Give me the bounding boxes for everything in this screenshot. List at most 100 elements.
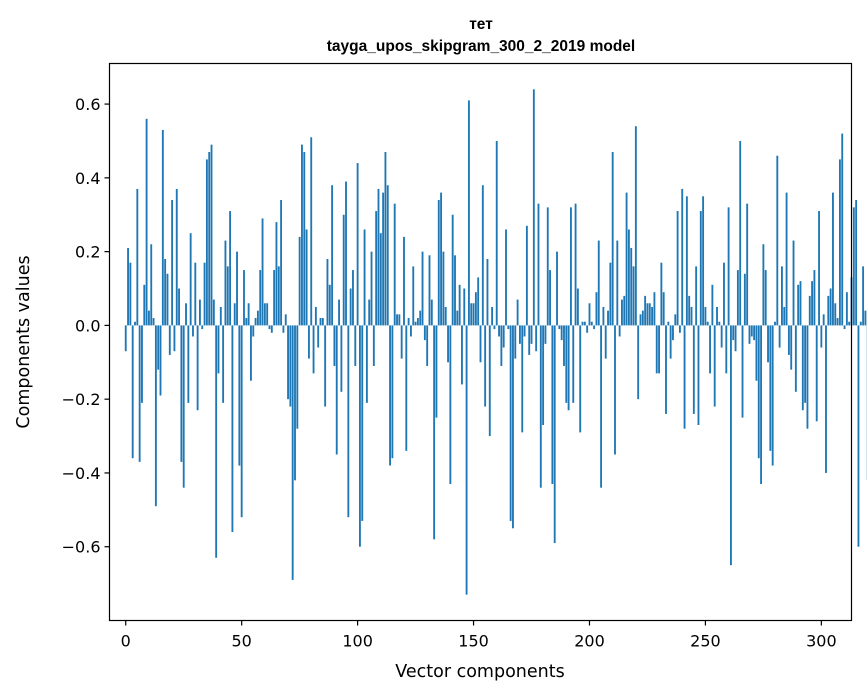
bar-23 [178,288,180,326]
bar-34 [203,262,206,326]
bar-124 [412,266,415,326]
bar-277 [767,325,769,363]
bar-198 [583,321,586,326]
bar-103 [363,229,366,326]
x-axis-label: Vector components [395,662,564,682]
bar-8 [143,284,146,326]
y-tick-label: −0.6 [62,538,101,557]
bar-99 [354,325,357,366]
bar-30 [194,262,197,326]
bar-126 [416,318,419,326]
bar-248 [699,211,702,326]
bar-316 [857,325,860,547]
bar-236 [672,325,674,341]
bar-74 [296,325,299,429]
bar-75 [298,236,301,326]
bar-35 [205,159,208,326]
bar-272 [755,325,758,381]
bar-60 [263,303,266,326]
bar-130 [426,325,429,366]
bar-116 [393,203,396,326]
bar-72 [291,325,294,580]
bar-149 [470,303,473,326]
bar-279 [771,325,774,466]
bar-112 [384,152,387,326]
bar-270 [750,325,753,337]
y-tick-label: 0.0 [75,316,100,335]
bar-214 [621,299,623,326]
bar-178 [537,203,540,326]
bar-26 [185,303,187,326]
bar-42 [222,325,225,403]
x-tick-label: 100 [342,632,373,651]
bar-53 [247,303,250,326]
bar-11 [150,244,153,326]
bar-136 [440,192,443,326]
bar-184 [551,325,554,485]
bar-76 [301,144,303,326]
bar-111 [382,192,385,326]
bar-12 [152,318,155,326]
bar-122 [407,318,410,326]
bar-183 [549,270,551,326]
bar-237 [674,314,677,326]
bar-192 [570,207,572,326]
bar-180 [542,325,545,425]
bar-265 [739,140,742,326]
bar-269 [748,325,751,344]
bar-91 [335,325,338,455]
bar-256 [718,321,721,326]
bar-255 [716,306,718,326]
bar-154 [481,185,484,326]
bar-96 [347,325,350,518]
bar-162 [500,325,503,366]
bar-182 [546,207,549,326]
bar-242 [685,196,688,326]
bar-189 [563,325,565,366]
bar-174 [528,325,531,355]
bar-169 [516,299,519,326]
bar-159 [493,325,496,330]
bar-31 [196,325,199,411]
bar-240 [681,188,684,326]
bar-85 [321,318,324,326]
bar-193 [572,325,575,403]
bar-153 [479,325,482,363]
bar-148 [467,100,470,326]
bar-39 [215,325,218,558]
bar-69 [284,314,287,326]
bar-143 [456,310,459,326]
bar-135 [437,199,440,326]
bar-267 [743,273,746,326]
bar-287 [790,325,793,370]
bar-252 [709,325,711,374]
bar-186 [556,251,558,326]
bar-221 [637,325,640,400]
bar-317 [859,321,862,326]
bar-166 [509,325,512,521]
bar-45 [229,211,232,326]
bar-139 [447,325,449,363]
bar-191 [567,325,570,411]
bar-176 [532,89,535,326]
bar-185 [553,325,556,544]
bar-1 [127,247,129,326]
bar-273 [757,325,760,459]
bar-201 [590,321,593,326]
bar-167 [512,325,514,529]
bar-71 [289,325,292,407]
bar-80 [310,137,313,326]
bar-66 [277,266,280,326]
bar-97 [349,288,352,326]
bar-164 [505,229,507,326]
bar-13 [154,325,157,507]
bar-179 [539,325,542,488]
bar-109 [377,188,380,326]
bar-163 [502,325,505,348]
bar-156 [486,259,489,326]
bar-113 [386,185,389,326]
bar-70 [287,325,289,400]
bar-150 [472,303,475,326]
bar-49 [238,325,241,466]
bar-0 [124,325,127,352]
